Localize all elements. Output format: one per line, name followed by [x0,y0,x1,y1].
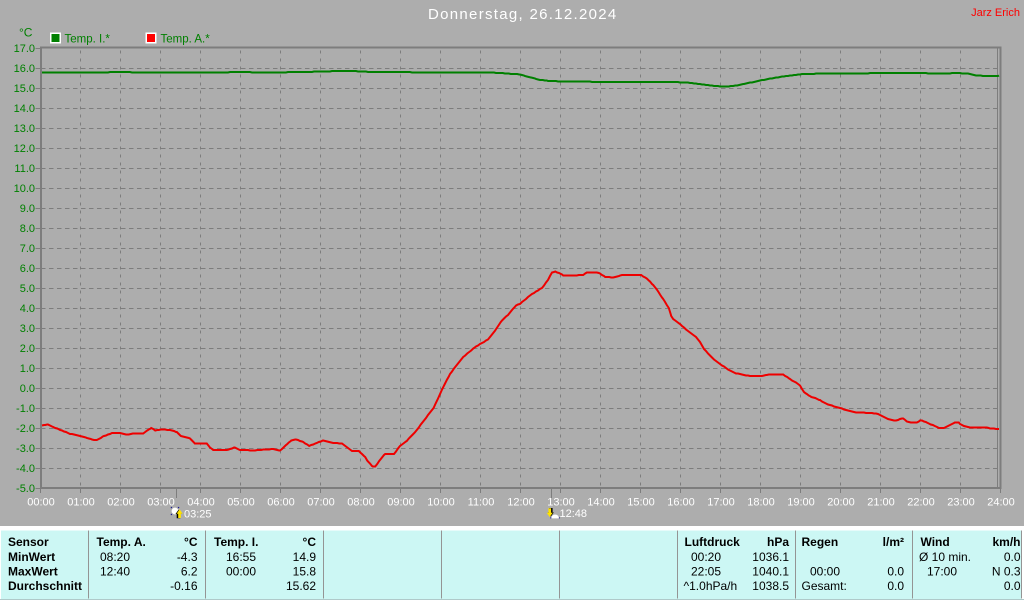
svg-text:18:00: 18:00 [747,497,775,509]
svg-text:4.0: 4.0 [20,303,35,315]
svg-text:1038.5: 1038.5 [752,579,789,593]
svg-text:12:48: 12:48 [560,508,588,520]
svg-text:15:00: 15:00 [627,497,655,509]
svg-text:09:00: 09:00 [387,497,415,509]
svg-text:2.0: 2.0 [20,343,35,355]
svg-text:16:00: 16:00 [667,497,695,509]
svg-text:15.62: 15.62 [286,579,316,593]
svg-text:01:00: 01:00 [67,497,95,509]
svg-text:20:00: 20:00 [827,497,855,509]
svg-text:°C: °C [303,535,317,549]
svg-text:03:25: 03:25 [184,509,212,521]
svg-text:0.0: 0.0 [887,579,904,593]
svg-text:Regen: Regen [802,535,839,549]
svg-text:-0.16: -0.16 [170,579,198,593]
svg-text:^1.0hPa/h: ^1.0hPa/h [684,579,738,593]
svg-text:MinWert: MinWert [8,550,55,564]
svg-text:14:00: 14:00 [587,497,615,509]
svg-text:12.0: 12.0 [14,143,35,155]
svg-text:17.0: 17.0 [14,43,35,55]
svg-text:07:00: 07:00 [307,497,335,509]
svg-text:0.0: 0.0 [1004,550,1021,564]
svg-text:16:55: 16:55 [226,550,256,564]
svg-text:12:40: 12:40 [100,565,130,579]
svg-text:Temp. A.*: Temp. A.* [161,34,211,46]
svg-text:14.0: 14.0 [14,103,35,115]
svg-text:6.2: 6.2 [181,565,198,579]
svg-text:5.0: 5.0 [20,283,35,295]
svg-text:14.9: 14.9 [293,550,317,564]
svg-text:19:00: 19:00 [787,497,815,509]
svg-text:02:00: 02:00 [107,497,135,509]
svg-text:23:00: 23:00 [947,497,975,509]
svg-text:Luftdruck: Luftdruck [685,535,741,549]
svg-text:Temp. I.: Temp. I. [214,535,258,549]
svg-text:km/h: km/h [992,535,1020,549]
svg-text:-5.0: -5.0 [16,483,35,495]
svg-text:21:00: 21:00 [867,497,895,509]
svg-text:08:00: 08:00 [347,497,375,509]
svg-text:24:00: 24:00 [987,497,1015,509]
svg-text:1040.1: 1040.1 [752,565,789,579]
svg-text:Sensor: Sensor [8,535,49,549]
svg-text:00:00: 00:00 [810,565,840,579]
svg-text:13:00: 13:00 [547,497,575,509]
svg-text:1036.1: 1036.1 [752,550,789,564]
svg-text:Wind: Wind [921,535,950,549]
svg-text:Temp. I.*: Temp. I.* [65,34,111,46]
svg-text:Ø 10 min.: Ø 10 min. [919,550,971,564]
svg-text:12:00: 12:00 [507,497,535,509]
svg-text:MaxWert: MaxWert [8,565,58,579]
svg-text:3.0: 3.0 [20,323,35,335]
svg-text:N 0.3: N 0.3 [992,565,1021,579]
svg-text:0.0: 0.0 [20,383,35,395]
svg-text:03:00: 03:00 [147,497,175,509]
svg-text:04:00: 04:00 [187,497,215,509]
svg-text:00:20: 00:20 [691,550,721,564]
svg-text:7.0: 7.0 [20,243,35,255]
svg-text:0.0: 0.0 [887,565,904,579]
svg-text:Donnerstag, 26.12.2024: Donnerstag, 26.12.2024 [428,6,618,23]
svg-text:l/m²: l/m² [883,535,904,549]
svg-text:11.0: 11.0 [14,163,35,175]
svg-text:17:00: 17:00 [707,497,735,509]
svg-text:22:05: 22:05 [691,565,721,579]
svg-text:Durchschnitt: Durchschnitt [8,579,82,593]
svg-text:15.8: 15.8 [293,565,317,579]
svg-text:00:00: 00:00 [27,497,55,509]
svg-text:9.0: 9.0 [20,203,35,215]
svg-text:°C: °C [19,26,33,40]
svg-text:11:00: 11:00 [468,497,495,509]
svg-text:1.0: 1.0 [20,363,35,375]
svg-text:00:00: 00:00 [226,565,256,579]
svg-text:°C: °C [184,535,198,549]
svg-text:-1.0: -1.0 [16,403,35,415]
svg-text:06:00: 06:00 [267,497,295,509]
svg-text:08:20: 08:20 [100,550,130,564]
svg-text:hPa: hPa [767,535,789,549]
svg-text:17:00: 17:00 [927,565,957,579]
svg-text:0.0: 0.0 [1004,579,1021,593]
svg-text:-4.3: -4.3 [177,550,198,564]
svg-text:10:00: 10:00 [427,497,455,509]
svg-text:-3.0: -3.0 [16,443,35,455]
svg-text:6.0: 6.0 [20,263,35,275]
svg-text:Gesamt:: Gesamt: [802,579,847,593]
svg-text:-2.0: -2.0 [16,423,35,435]
svg-text:Jarz Erich: Jarz Erich [971,7,1020,19]
svg-text:13.0: 13.0 [14,123,35,135]
svg-text:8.0: 8.0 [20,223,35,235]
svg-text:22:00: 22:00 [907,497,935,509]
svg-text:-4.0: -4.0 [16,463,35,475]
svg-text:10.0: 10.0 [14,183,35,195]
svg-text:15.0: 15.0 [14,83,35,95]
svg-text:05:00: 05:00 [227,497,255,509]
svg-text:16.0: 16.0 [14,63,35,75]
svg-text:Temp. A.: Temp. A. [97,535,146,549]
